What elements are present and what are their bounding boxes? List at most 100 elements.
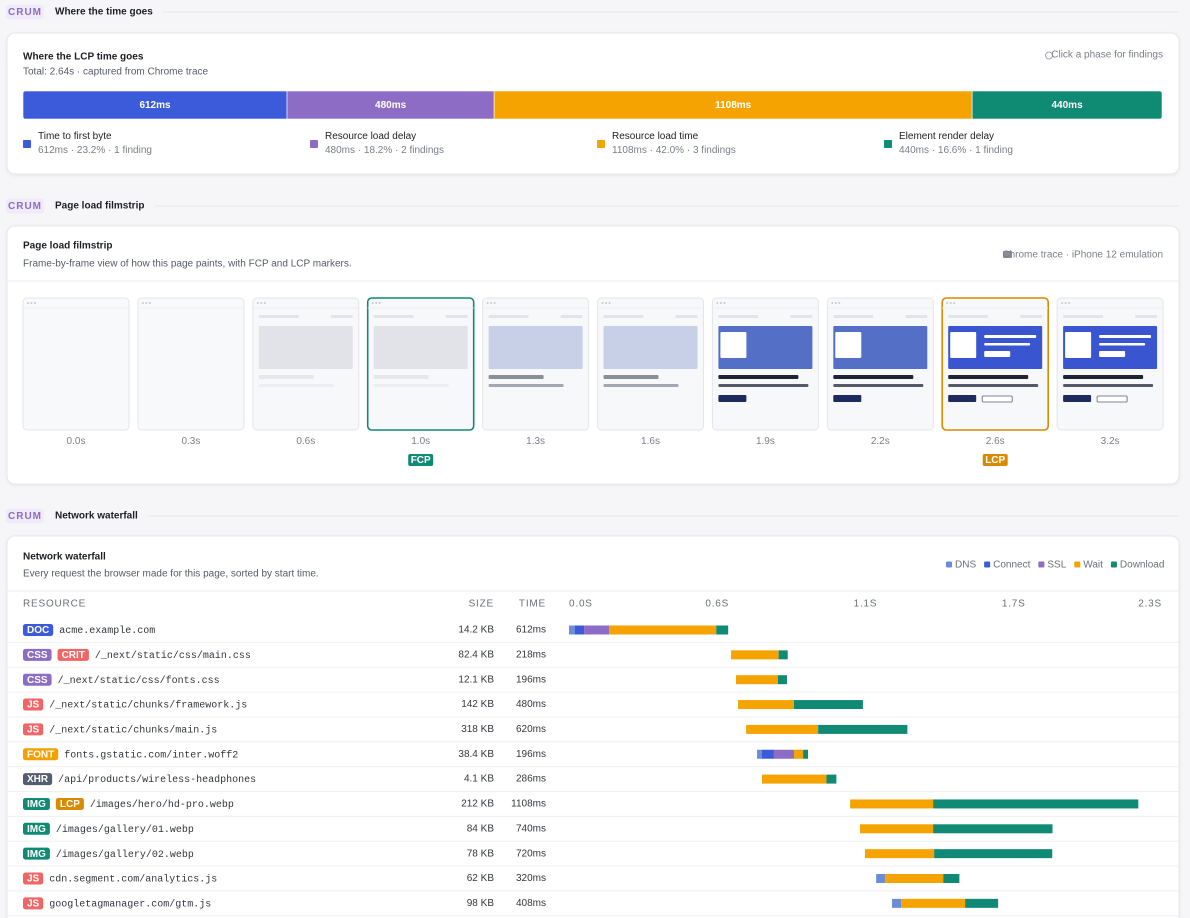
x-tick-label: 0.0S: [569, 599, 593, 610]
frame-shape: [488, 375, 544, 379]
legend-swatch: [1074, 561, 1081, 568]
phase-segment: [901, 898, 966, 908]
frame: [22, 297, 130, 431]
frame-dot: [1061, 302, 1064, 304]
phase-segment[interactable]: [286, 91, 495, 119]
phase-segment: [716, 625, 729, 635]
section-title: Network waterfall: [55, 511, 138, 522]
time: 320ms: [516, 873, 546, 884]
size: 38.4 KB: [458, 749, 494, 760]
time: 720ms: [516, 848, 546, 859]
column-header: RESOURCE: [23, 599, 86, 610]
frame: [252, 297, 360, 431]
time: 286ms: [516, 774, 546, 785]
section-tag: CRUM: [8, 7, 42, 18]
phase-label: 440ms: [1052, 100, 1084, 111]
phase-segment: [826, 774, 837, 784]
frame-dot: [378, 302, 381, 304]
frame-shape: [1099, 343, 1146, 346]
frame: [597, 297, 704, 431]
legend-swatch: [984, 561, 991, 568]
phase-segment: [757, 749, 762, 759]
frame-dot: [486, 302, 489, 304]
frame-dot: [834, 302, 837, 304]
frame-shape: [948, 384, 1039, 387]
legend-label: Resource load delay: [325, 131, 416, 142]
resource: /_next/static/chunks/main.js: [49, 725, 217, 737]
frame-dot: [605, 302, 607, 304]
source: Chrome trace · iPhone 12 emulation: [1002, 250, 1163, 261]
type-badge: [55, 797, 84, 810]
phase-bar: [23, 91, 1162, 119]
frame-shape: [1020, 315, 1043, 318]
phase-segment: [933, 799, 1139, 809]
phase-segment: [761, 749, 774, 759]
phase-segment: [738, 700, 794, 710]
frame-dot: [831, 302, 834, 304]
frame-shape: [258, 384, 334, 387]
phase-segment[interactable]: [493, 91, 973, 119]
column-header: TIME: [519, 599, 546, 610]
frame-shape: [833, 384, 924, 387]
legend-detail: 612ms · 23.2% · 1 finding: [38, 145, 152, 156]
time: 740ms: [516, 823, 546, 834]
phase-label: 612ms: [139, 100, 171, 111]
legend-label: Element render delay: [899, 131, 994, 142]
resource: /images/hero/hd-pro.webp: [90, 799, 234, 811]
phase-segment: [574, 625, 585, 635]
resource: /_next/static/css/fonts.css: [58, 675, 220, 687]
phase-segment: [569, 625, 575, 635]
x-tick-label: 0.6S: [705, 599, 729, 610]
frame-dot: [1068, 302, 1071, 304]
resource: googletagmanager.com/gtm.js: [49, 898, 211, 910]
type-badge-label: IMG: [27, 824, 46, 835]
card: [6, 535, 1180, 918]
size: 62 KB: [467, 873, 495, 884]
frame-shape: [258, 326, 353, 369]
size: 14.2 KB: [458, 625, 494, 636]
request-bar: [860, 824, 1053, 834]
frame-shape: [1099, 335, 1152, 338]
size: 82.4 KB: [458, 649, 494, 660]
frame-shape: [488, 326, 583, 369]
frame-shape: [981, 395, 1013, 403]
type-badge: [23, 648, 52, 661]
frame-dot: [601, 302, 604, 304]
type-badge: [23, 773, 53, 786]
type-badge: [23, 624, 54, 636]
frame-shape: [718, 395, 747, 402]
frame-shape: [1135, 315, 1158, 318]
frame-dot: [608, 302, 611, 304]
info-icon: [1045, 51, 1053, 60]
time: 196ms: [516, 674, 546, 685]
request-bar: [738, 700, 863, 710]
frame-shape: [1096, 395, 1128, 403]
legend-detail: 480ms · 18.2% · 2 findings: [325, 145, 444, 156]
size: 12.1 KB: [458, 674, 494, 685]
size: 318 KB: [461, 724, 494, 735]
frame-shape: [445, 315, 468, 318]
phase-segment: [735, 675, 778, 685]
resource: /images/gallery/02.webp: [56, 849, 194, 861]
frame-shape: [718, 384, 809, 387]
frame-dot: [263, 302, 266, 304]
frame-dot: [716, 302, 719, 304]
marker-label: LCP: [985, 455, 1005, 466]
phase-segment[interactable]: [971, 91, 1162, 119]
type-badge: [23, 847, 50, 860]
legend-detail: 440ms · 16.6% · 1 finding: [899, 145, 1013, 156]
marker-badge: [982, 454, 1008, 466]
frame-dot: [34, 302, 36, 304]
frame-shape: [373, 326, 468, 369]
frame-shape: [1099, 351, 1126, 357]
request-bar: [876, 874, 960, 883]
request-bar: [761, 774, 837, 784]
frame: [941, 297, 1050, 431]
frame-time: 2.2s: [871, 436, 890, 447]
frame-time: 1.0s: [411, 436, 430, 447]
frame-shape: [984, 335, 1037, 338]
legend-detail: 1108ms · 42.0% · 3 findings: [612, 145, 736, 156]
card-title: Network waterfall: [23, 552, 106, 563]
frame-shape: [373, 384, 449, 387]
frame-shape: [1063, 375, 1144, 379]
